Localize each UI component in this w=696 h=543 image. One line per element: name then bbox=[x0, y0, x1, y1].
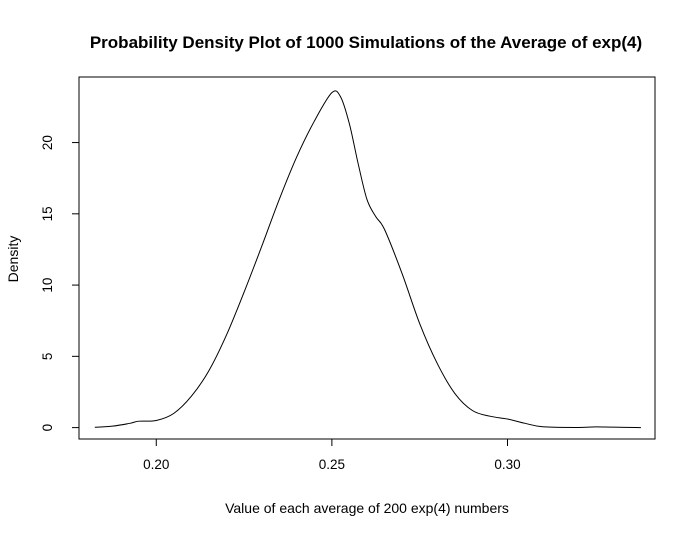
chart-title: Probability Density Plot of 1000 Simulat… bbox=[90, 33, 642, 52]
density-curve bbox=[94, 90, 641, 429]
y-tick-label: 20 bbox=[40, 135, 55, 150]
plot-frame bbox=[78, 76, 656, 440]
y-tick-label: 0 bbox=[40, 424, 55, 432]
y-axis-ticks: 0 5 10 15 20 bbox=[40, 135, 79, 431]
y-tick-label: 10 bbox=[40, 278, 55, 293]
x-tick-label: 0.30 bbox=[494, 457, 520, 472]
x-axis-ticks: 0.20 0.25 0.30 bbox=[143, 439, 521, 472]
x-axis: 0.20 0.25 0.30 bbox=[143, 438, 521, 472]
x-tick-label: 0.20 bbox=[143, 457, 169, 472]
y-axis: 0 5 10 15 20 bbox=[40, 135, 80, 431]
y-tick-label: 15 bbox=[40, 206, 55, 221]
x-axis-label: Value of each average of 200 exp(4) numb… bbox=[225, 500, 509, 516]
x-tick-label: 0.25 bbox=[319, 457, 345, 472]
y-axis-label: Density bbox=[5, 236, 21, 283]
y-tick-label: 5 bbox=[40, 353, 55, 361]
